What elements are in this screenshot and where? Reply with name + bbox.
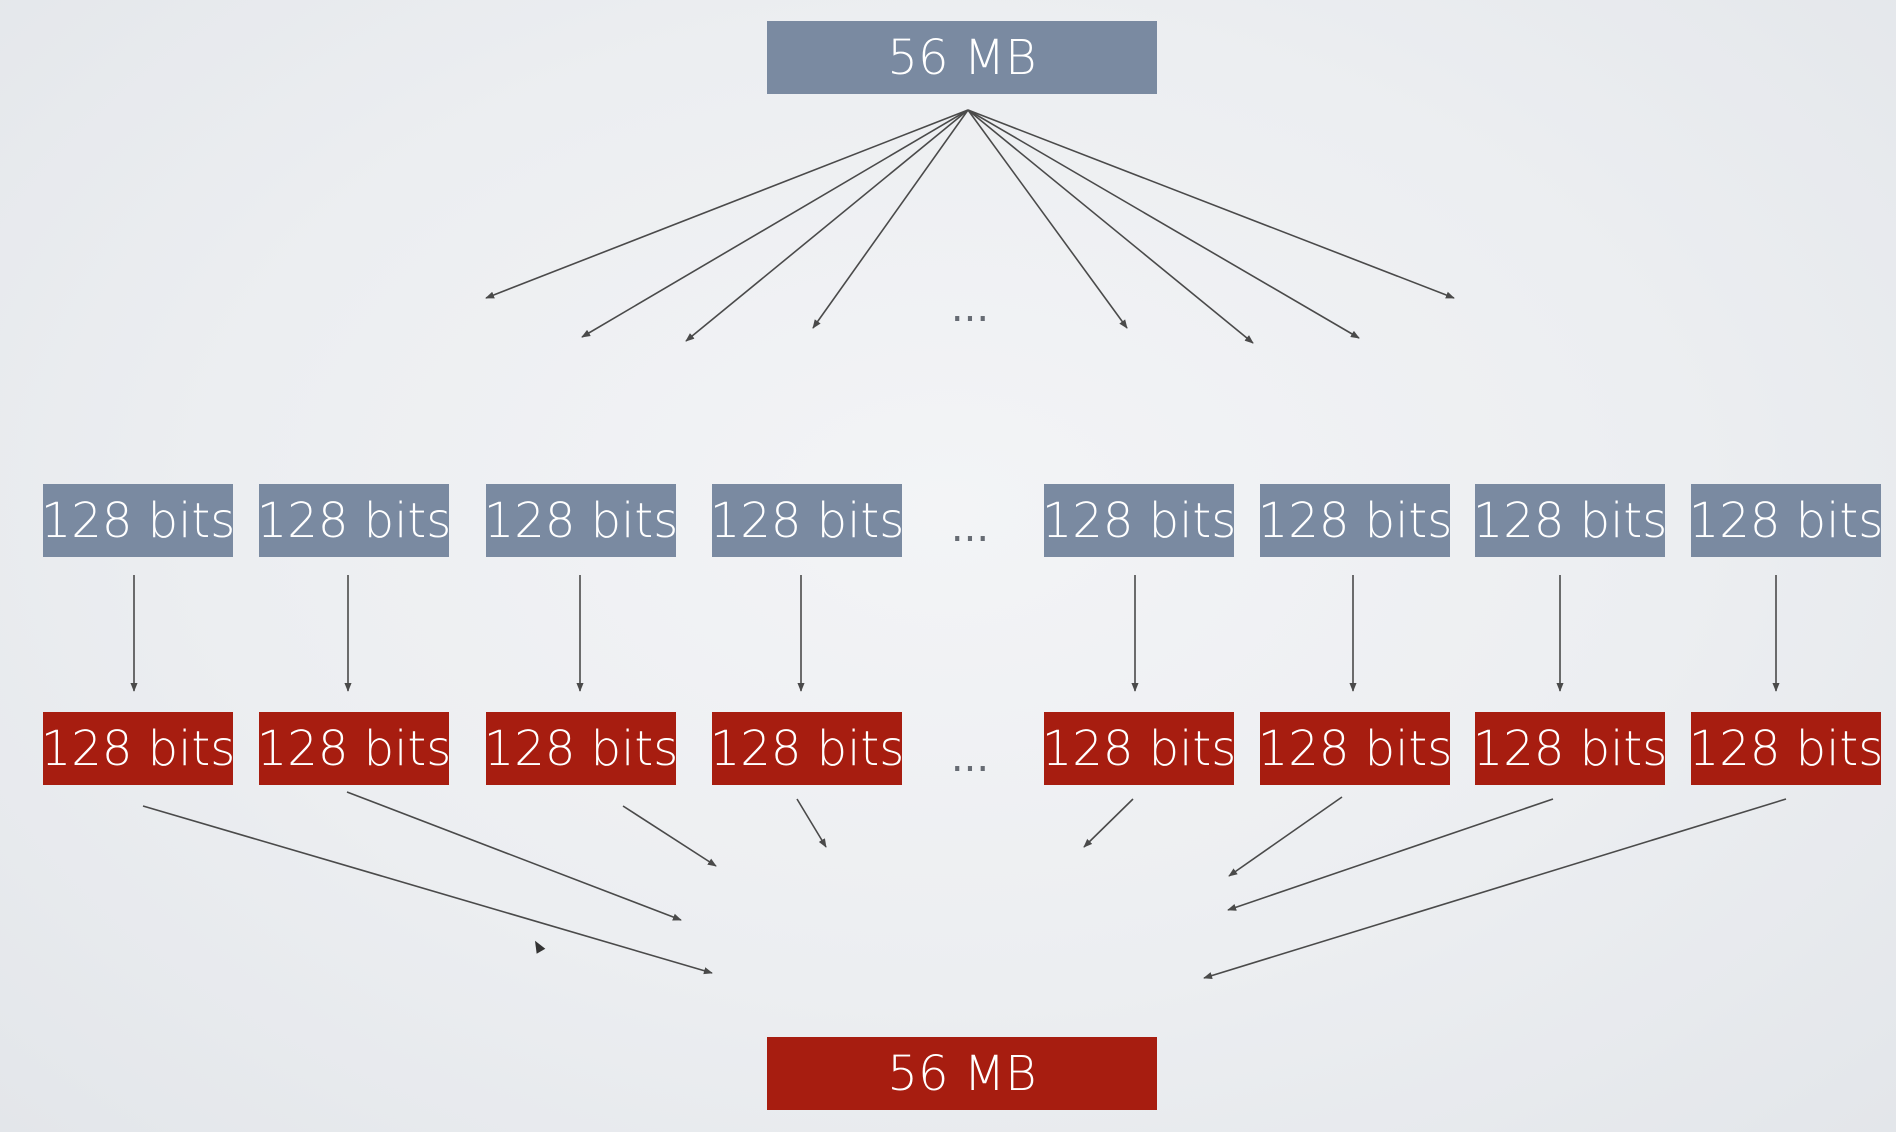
block-label: 128 bits: [1257, 492, 1453, 549]
block-label: 128 bits: [1041, 492, 1237, 549]
fan-in-arrow: [346, 791, 682, 921]
block-label: 128 bits: [1688, 720, 1884, 777]
block-label: 128 bits: [40, 492, 236, 549]
block-label: 128 bits: [483, 720, 679, 777]
fan-out-arrow: [967, 109, 1455, 299]
plaintext-block: 128 bits: [256, 484, 452, 557]
plaintext-block: 128 bits: [1688, 484, 1884, 557]
block-label: 128 bits: [1472, 720, 1668, 777]
block-label: 128 bits: [40, 720, 236, 777]
fan-out-arrow: [685, 109, 969, 342]
plaintext-block: 128 bits: [1257, 484, 1453, 557]
fan-in-arrow: [142, 805, 713, 975]
block-label: 128 bits: [1041, 720, 1237, 777]
fan-out-arrow: [812, 109, 969, 329]
ciphertext-block: 128 bits: [1257, 712, 1453, 785]
block-label: 128 bits: [256, 720, 452, 777]
fan-in-arrows: [142, 791, 1787, 980]
plaintext-block: 128 bits: [709, 484, 905, 557]
ellipsis: ...: [950, 285, 990, 331]
ciphertext-block: 128 bits: [709, 712, 905, 785]
plaintext-block: 128 bits: [40, 484, 236, 557]
source-block: 56 MB: [767, 21, 1157, 94]
block-label: 128 bits: [1688, 492, 1884, 549]
block-label: 128 bits: [256, 492, 452, 549]
fan-in-arrow: [1083, 798, 1134, 848]
plaintext-block: 128 bits: [1472, 484, 1668, 557]
block-label: 128 bits: [483, 492, 679, 549]
block-label: 128 bits: [709, 492, 905, 549]
fan-out-arrows: [485, 109, 1455, 344]
fan-in-arrow: [1227, 798, 1554, 911]
ciphertext-block: 128 bits: [483, 712, 679, 785]
output-block: 56 MB: [767, 1037, 1157, 1110]
block-label: 128 bits: [1257, 720, 1453, 777]
output-block-label: 56 MB: [887, 1045, 1037, 1102]
ciphertext-block: 128 bits: [1688, 712, 1884, 785]
fan-out-arrow: [967, 109, 1360, 339]
plaintext-block: 128 bits: [483, 484, 679, 557]
source-block-label: 56 MB: [887, 29, 1037, 86]
fan-in-arrow: [1228, 796, 1343, 877]
encrypt-arrows: [130, 575, 1780, 692]
ciphertext-block: 128 bits: [256, 712, 452, 785]
ellipsis: ...: [950, 505, 990, 551]
block-label: 128 bits: [709, 720, 905, 777]
fan-out-arrow: [967, 109, 1254, 344]
fan-in-arrow: [622, 805, 717, 867]
ellipsis: ...: [950, 735, 990, 781]
fan-in-arrow: [796, 798, 827, 848]
ciphertext-block: 128 bits: [40, 712, 236, 785]
block-label: 128 bits: [1472, 492, 1668, 549]
fan-in-arrow: [1203, 798, 1787, 980]
fan-out-arrow: [581, 109, 969, 338]
plaintext-block: 128 bits: [1041, 484, 1237, 557]
ciphertext-block: 128 bits: [1472, 712, 1668, 785]
fan-out-arrow: [967, 109, 1128, 329]
ciphertext-block: 128 bits: [1041, 712, 1237, 785]
fan-out-arrow: [485, 109, 969, 299]
